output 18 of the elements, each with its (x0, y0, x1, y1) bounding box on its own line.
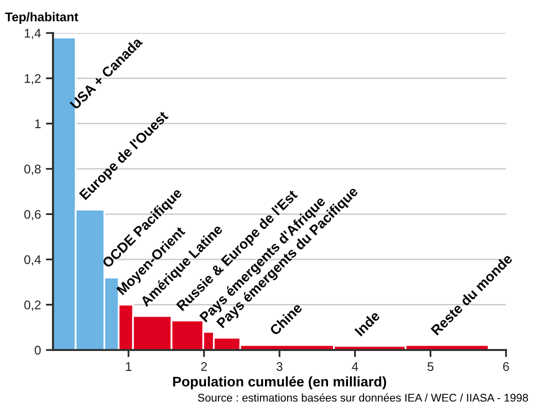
y-axis-title: Tep/habitant (5, 12, 78, 24)
y-tick-label: 1,2 (24, 74, 41, 84)
x-tick-label: 1 (126, 362, 132, 371)
x-tick-label: 2 (201, 362, 207, 371)
x-tick-label: 6 (503, 362, 509, 371)
x-tick-label: 3 (276, 362, 282, 371)
y-tick-label: 0 (34, 346, 41, 355)
y-tick-label: 0,2 (24, 300, 41, 311)
x-axis-title: Population cumulée (en milliard) (173, 376, 386, 390)
y-tick-label: 0,6 (24, 210, 41, 220)
x-tick-label: 4 (352, 362, 358, 371)
annotation: Inde (354, 310, 380, 337)
y-tick-label: 0,8 (24, 164, 41, 175)
y-tick-label: 0,4 (24, 255, 41, 266)
y-tick-label: 1 (35, 120, 41, 128)
source-note: Source : estimations basées sur données IEA / WEC / IIASA - 1998 (198, 393, 528, 402)
y-tick-label: 1,4 (24, 28, 41, 40)
x-tick-label: 5 (428, 362, 434, 371)
